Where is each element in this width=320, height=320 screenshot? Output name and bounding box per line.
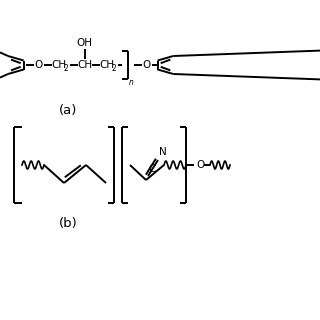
Text: (b): (b) — [59, 217, 77, 229]
Text: (a): (a) — [59, 103, 77, 116]
Text: n: n — [129, 78, 134, 87]
Text: OH: OH — [77, 38, 93, 48]
Text: CH: CH — [99, 60, 114, 70]
Text: O: O — [196, 160, 204, 170]
Text: 2: 2 — [111, 63, 116, 73]
Text: 2: 2 — [63, 63, 68, 73]
Text: CH: CH — [77, 60, 92, 70]
Text: N: N — [159, 147, 167, 157]
Text: CH: CH — [51, 60, 66, 70]
Text: C: C — [148, 164, 155, 174]
Text: O: O — [35, 60, 43, 70]
Text: O: O — [142, 60, 151, 70]
